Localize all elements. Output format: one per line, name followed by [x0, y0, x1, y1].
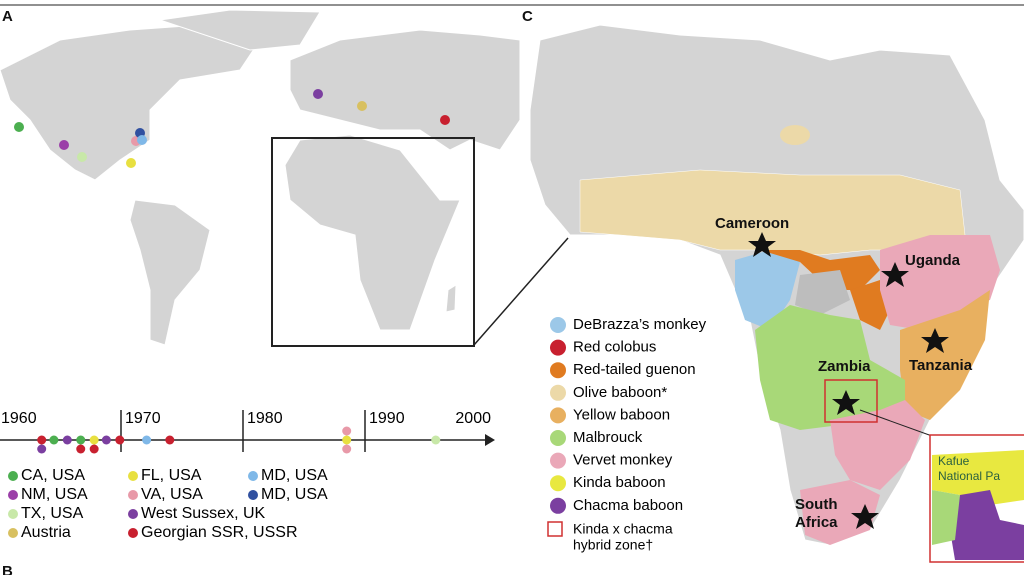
event-dot — [49, 435, 59, 445]
legend-label: Georgian SSR, USSR — [141, 524, 298, 541]
event-dot — [89, 435, 99, 445]
legend-label: Red colobus — [573, 339, 656, 356]
site-label: Cameroon — [715, 215, 789, 232]
site-label: Uganda — [905, 252, 961, 269]
legend-label: MD, USA — [261, 486, 328, 503]
legend: Kinda x chacma hybrid zone† DeBrazza’s m… — [547, 316, 707, 553]
site-label: Tanzania — [909, 357, 973, 374]
legend-swatch — [128, 490, 138, 500]
event-dot — [142, 435, 152, 445]
africa-map: Kafue National Pa — [529, 24, 1024, 563]
legend-swatch — [248, 490, 258, 500]
legend-label: FL, USA — [141, 467, 202, 484]
event-dot — [165, 435, 175, 445]
legend-swatch — [128, 528, 138, 538]
legend-label: Malbrouck — [573, 429, 643, 446]
timeline: 1960 1970 1980 1990 2000 — [0, 410, 495, 454]
legend-swatch — [8, 528, 18, 538]
legend-label: Kinda x chacma — [573, 521, 673, 537]
event-dot — [62, 435, 72, 445]
legend-label: VA, USA — [141, 486, 203, 503]
tick-label: 2000 — [455, 410, 491, 427]
legend-label: Yellow baboon — [573, 406, 670, 423]
event-dot — [342, 426, 352, 436]
inset-label: National Pa — [938, 469, 1000, 483]
legend-swatch — [128, 471, 138, 481]
legend-swatch — [8, 490, 18, 500]
legend-label: MD, USA — [261, 467, 328, 484]
legend-swatch — [8, 471, 18, 481]
panel-label: A — [2, 8, 13, 25]
legend-label: Red-tailed guenon — [573, 361, 696, 378]
event-dot — [89, 444, 99, 454]
tick-label: 1970 — [125, 410, 161, 427]
legend-swatch — [550, 452, 566, 469]
legend-swatch — [128, 509, 138, 519]
legend-label: TX, USA — [21, 505, 84, 522]
legend-swatch — [8, 509, 18, 519]
event-dot — [342, 435, 352, 445]
event-dot — [76, 435, 86, 445]
event-dot — [342, 444, 352, 454]
legend-swatch — [550, 475, 566, 492]
tick-label: 1960 — [1, 410, 37, 427]
panel-label: B — [2, 563, 13, 575]
tick-label: 1980 — [247, 410, 283, 427]
site-label: Zambia — [818, 358, 871, 375]
legend-label: CA, USA — [21, 467, 85, 484]
legend-swatch — [550, 362, 566, 379]
world-map — [0, 9, 569, 347]
site-label: South — [795, 496, 838, 513]
legend-label: West Sussex, UK — [141, 505, 266, 522]
legend-label: NM, USA — [21, 486, 88, 503]
tick-label: 1990 — [369, 410, 405, 427]
inset-label: Kafue — [938, 454, 970, 468]
event-dot — [101, 435, 111, 445]
legend-swatch — [550, 430, 566, 446]
legend-swatch — [550, 497, 566, 514]
legend: CA, USA NM, USA TX, USA Austria FL, USA VA, U… — [8, 467, 328, 541]
legend-label: DeBrazza’s monkey — [573, 316, 707, 333]
event-dot — [37, 444, 47, 454]
legend-swatch — [550, 384, 566, 401]
legend-swatch — [550, 339, 566, 356]
legend-label: Kinda baboon — [573, 474, 666, 491]
site-label: Africa — [795, 514, 838, 531]
legend-swatch — [550, 407, 566, 424]
event-dot — [431, 435, 441, 445]
legend-swatch — [550, 317, 566, 333]
legend-label: Vervet monkey — [573, 452, 673, 469]
legend-swatch — [248, 471, 258, 481]
legend-label: hybrid zone† — [573, 537, 653, 553]
event-dot — [76, 444, 86, 454]
event-dot — [37, 435, 47, 445]
panel-label: C — [522, 8, 533, 25]
legend-label: Chacma baboon — [573, 497, 683, 514]
legend-label: Olive baboon* — [573, 384, 667, 401]
site-labels: Cameroon Uganda Zambia Tanzania South Af… — [715, 215, 973, 531]
legend-label: Austria — [21, 524, 71, 541]
event-dot — [115, 435, 125, 445]
